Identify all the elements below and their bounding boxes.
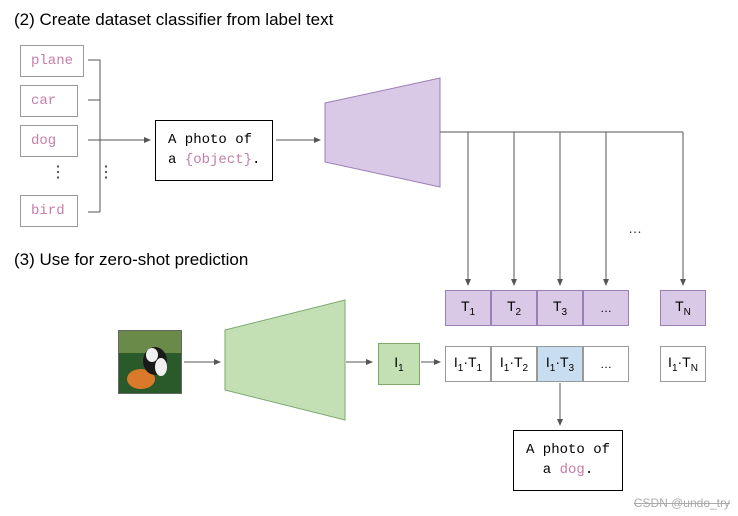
prompt-object: {object} — [185, 152, 252, 168]
diagram-stage: (2) Create dataset classifier from label… — [0, 0, 738, 516]
result-b: . — [585, 462, 593, 478]
result-word: dog — [560, 462, 585, 478]
arrow-ellipsis: … — [628, 220, 643, 236]
dot-cell-2: I1·T2 — [491, 346, 537, 382]
dot-cell-ellipsis: … — [583, 346, 629, 382]
prompt-box: A photo of a {object}. — [155, 120, 273, 181]
text-encoder-label: TextEncoder — [350, 117, 430, 151]
prompt-prefix: A photo of — [168, 132, 252, 148]
label-box-bird: bird — [20, 195, 78, 227]
prompt-b: . — [252, 152, 260, 168]
result-prefix: A photo of — [526, 442, 610, 458]
result-box: A photo of a dog. — [513, 430, 623, 491]
watermark: CSDN @undo_try — [634, 496, 730, 510]
image-encoder-label: ImageEncoder — [257, 345, 337, 379]
text-cell-1: T1 — [445, 290, 491, 326]
input-image — [118, 330, 182, 394]
text-cell-2: T2 — [491, 290, 537, 326]
text-cell-ellipsis: … — [583, 290, 629, 326]
text-cell-3: T3 — [537, 290, 583, 326]
dot-cell-3-highlight: I1·T3 — [537, 346, 583, 382]
prompt-a: a — [168, 152, 185, 168]
dot-cell-1: I1·T1 — [445, 346, 491, 382]
dot-cell-n: I1·TN — [660, 346, 706, 382]
label-vdots: ⋮ — [50, 162, 66, 182]
title-step3: (3) Use for zero-shot prediction — [14, 250, 248, 270]
label-box-dog: dog — [20, 125, 78, 157]
text-cell-n: TN — [660, 290, 706, 326]
result-a: a — [543, 462, 560, 478]
connector-vdots: ⋮ — [98, 162, 114, 182]
label-box-car: car — [20, 85, 78, 117]
image-embed-cell: I1 — [378, 343, 420, 385]
label-box-plane: plane — [20, 45, 84, 77]
i-sym: I1 — [394, 354, 403, 374]
title-step2: (2) Create dataset classifier from label… — [14, 10, 333, 30]
